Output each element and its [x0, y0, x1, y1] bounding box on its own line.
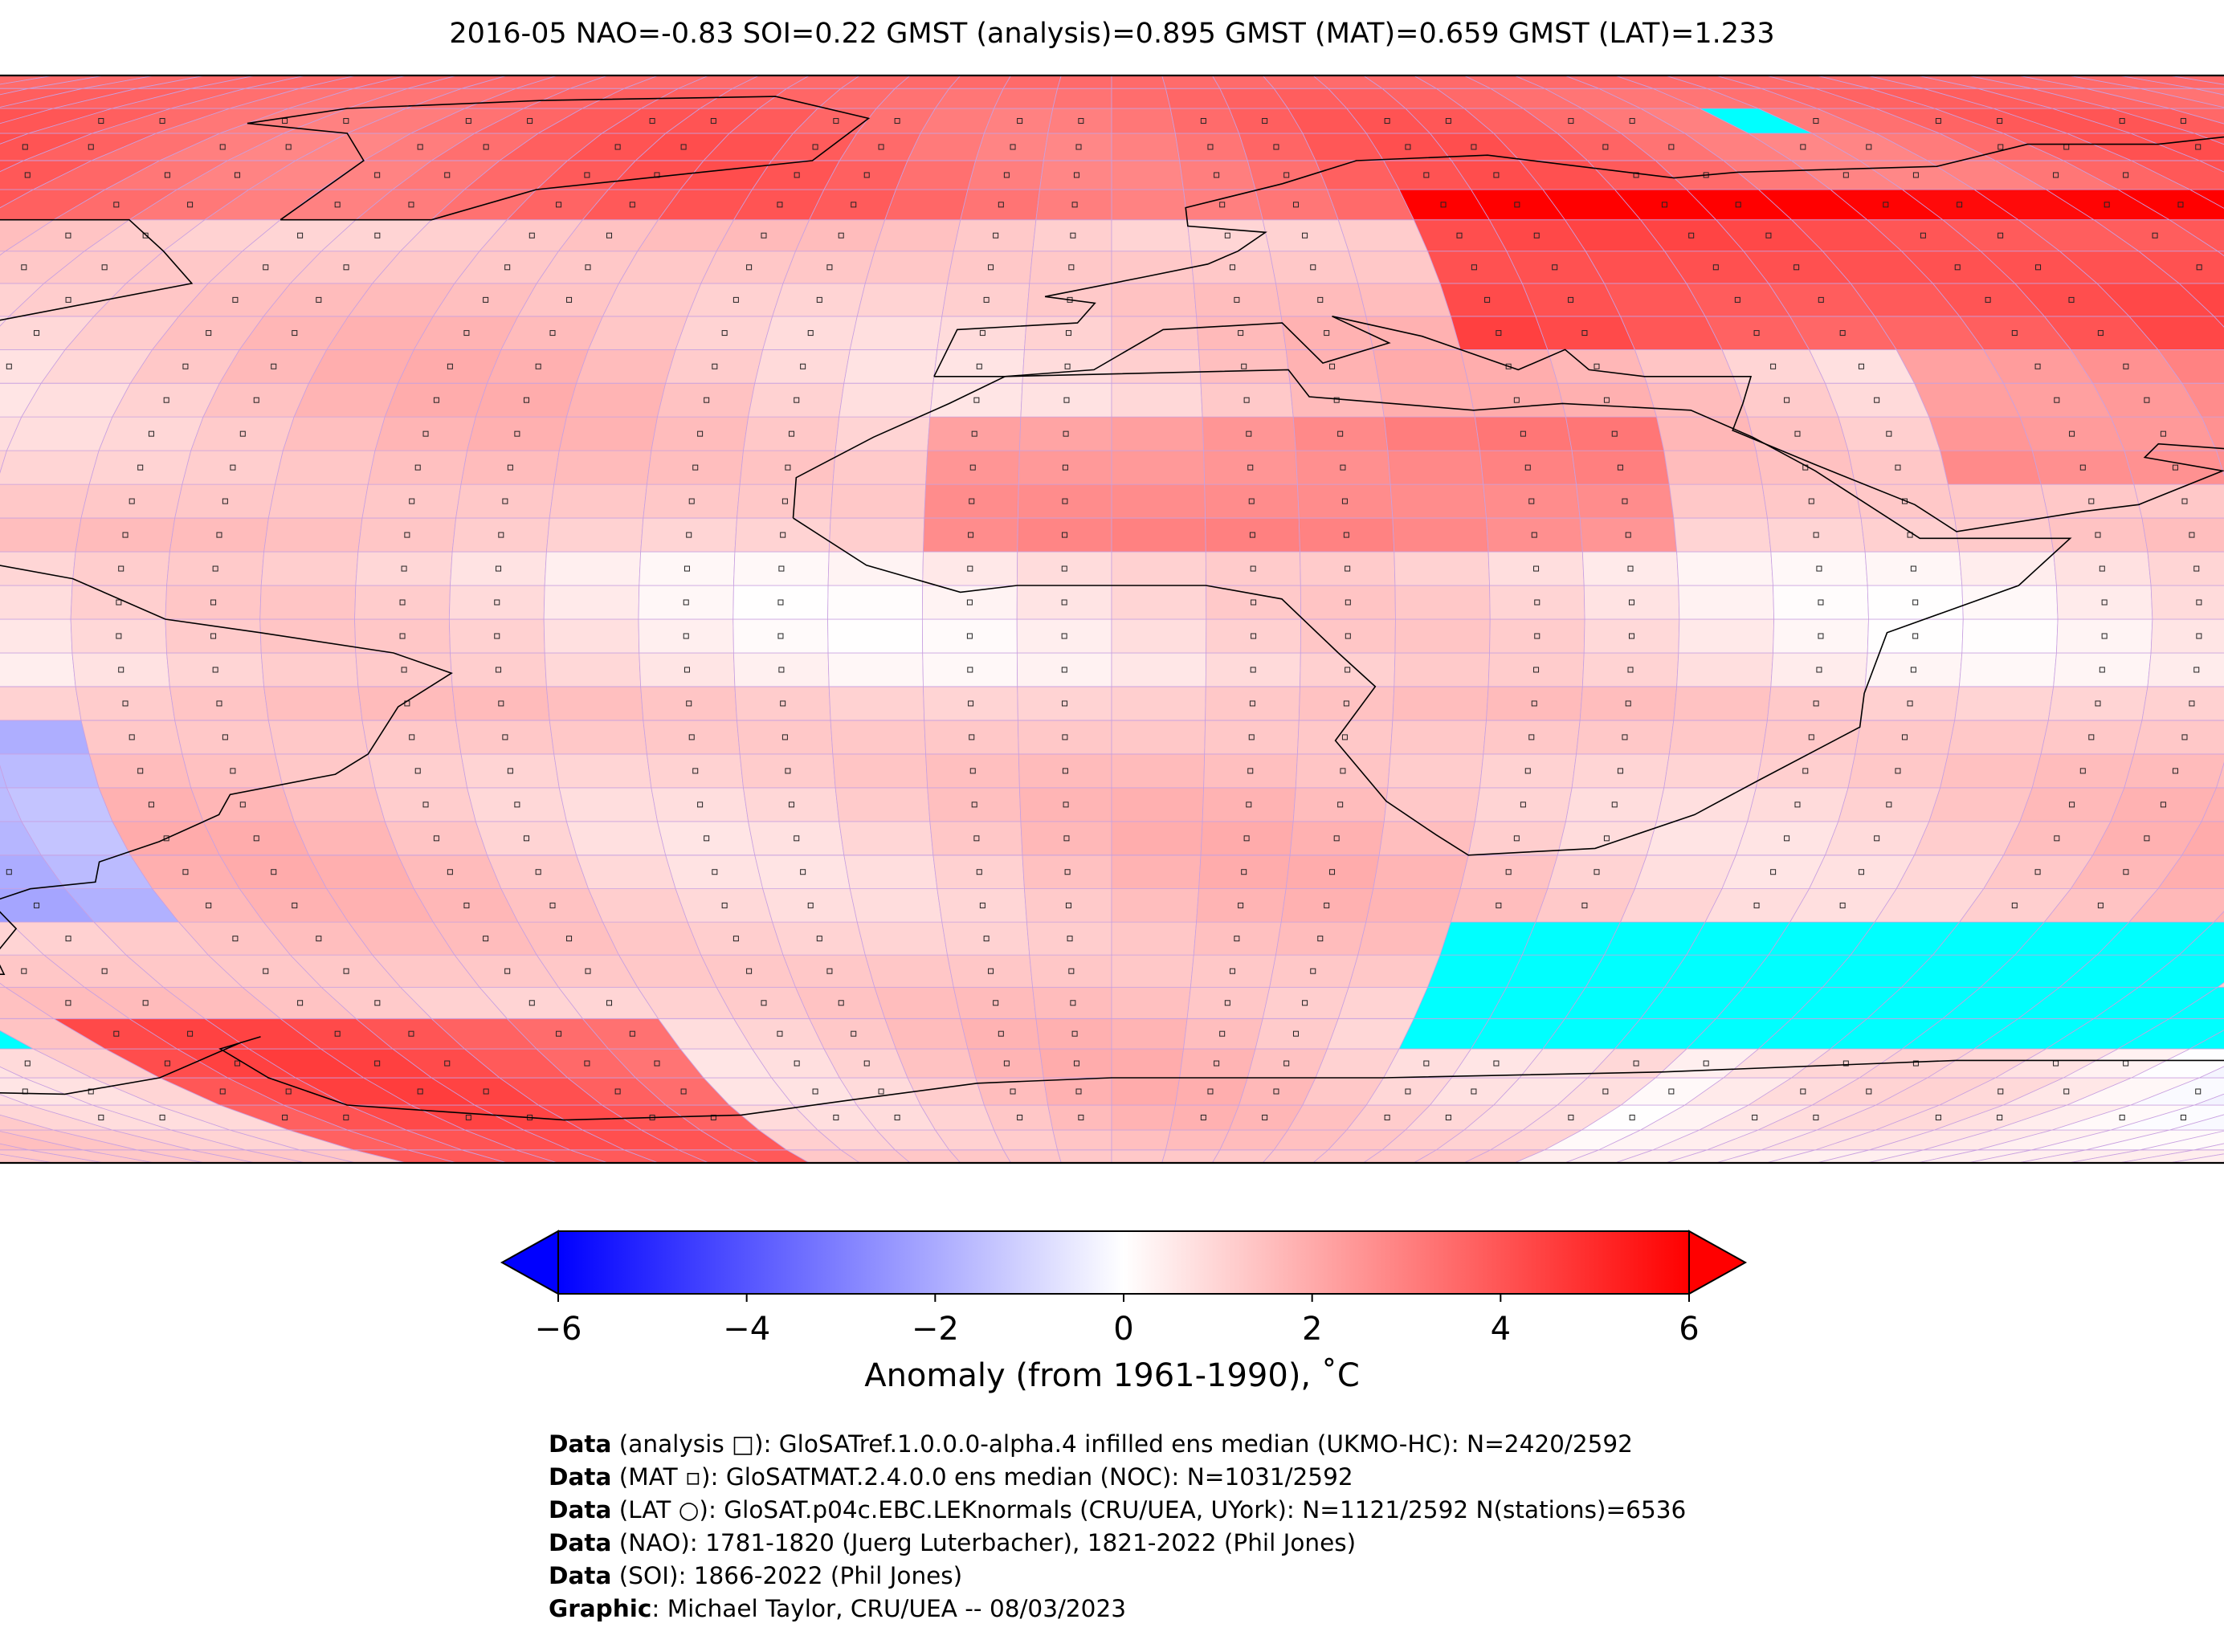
colorbar-tick-label: −4 — [723, 1311, 770, 1348]
grid-cell — [0, 1129, 84, 1151]
grid-cell — [2133, 483, 2224, 519]
grid-cell — [2147, 652, 2224, 687]
credit-line-nao: Data (NAO): 1781-1820 (Juerg Luterbacher… — [549, 1529, 1357, 1556]
credit-line-lat: Data (LAT ○): GloSAT.p04c.EBC.LEKnormals… — [549, 1496, 1687, 1524]
grid-cell — [2116, 1018, 2224, 1050]
grid-cell — [2140, 1129, 2224, 1151]
grid-cell — [2147, 551, 2224, 586]
colorbar-extend-high — [1688, 1230, 1748, 1295]
grid-cells-layer — [0, 75, 2224, 1163]
grid-cell — [0, 1149, 55, 1163]
grid-cell — [2168, 986, 2224, 1019]
grid-cell — [2216, 753, 2224, 789]
grid-cell — [0, 1048, 24, 1079]
colorbar-label: Anomaly (from 1961-1990), ˚C — [864, 1357, 1360, 1394]
colorbar-tick-label: 2 — [1302, 1311, 1322, 1348]
grid-cell — [0, 1104, 54, 1131]
grid-cell — [0, 1077, 29, 1106]
credit-line-graphic: Graphic: Michael Taylor, CRU/UEA -- 08/0… — [549, 1595, 1126, 1622]
grid-cell — [2181, 821, 2224, 856]
grid-cell — [2133, 720, 2224, 755]
grid-cell — [2178, 283, 2224, 317]
grid-cell — [2137, 954, 2224, 988]
grid-cell — [2157, 855, 2224, 890]
grid-cell — [2189, 1018, 2224, 1050]
credits-block: Data (analysis □): GloSATref.1.0.0.0-alp… — [549, 1428, 1686, 1625]
grid-cell — [2128, 888, 2224, 923]
colorbar-tick-label: 0 — [1113, 1311, 1133, 1348]
grid-cell — [2201, 416, 2224, 451]
grid-cell — [0, 1129, 29, 1151]
colorbar-tick-label: 4 — [1491, 1311, 1511, 1348]
grid-cell — [2181, 382, 2224, 418]
grid-cell — [2150, 585, 2224, 620]
grid-cell — [2141, 517, 2224, 553]
colorbar-tick-label: −2 — [912, 1311, 959, 1348]
grid-cell — [2169, 1149, 2224, 1163]
world-anomaly-map — [0, 74, 2224, 1165]
grid-cell — [2131, 1048, 2224, 1079]
colorbar-extend-low — [500, 1230, 559, 1295]
colorbar-tick-label: −6 — [535, 1311, 582, 1348]
grid-cell — [2130, 1077, 2224, 1106]
grid-cell — [2178, 921, 2224, 956]
grid-cell — [2086, 1129, 2224, 1151]
grid-cell — [2111, 1104, 2224, 1131]
grid-cell — [2216, 450, 2224, 485]
grid-cell — [2201, 787, 2224, 822]
grid-cell — [0, 1018, 34, 1050]
credit-line-soi: Data (SOI): 1866-2022 (Phil Jones) — [549, 1562, 963, 1589]
colorbar: −6 −4 −2 0 2 4 6 — [500, 1230, 1748, 1348]
credit-line-analysis: Data (analysis □): GloSATref.1.0.0.0-alp… — [549, 1430, 1633, 1458]
colorbar-gradient — [557, 1230, 1690, 1295]
grid-cell — [2141, 686, 2224, 721]
figure-title: 2016-05 NAO=-0.83 SOI=0.22 GMST (analysi… — [449, 18, 1775, 50]
grid-cell — [2124, 753, 2224, 789]
grid-cell — [2169, 1104, 2224, 1131]
grid-cell — [2157, 349, 2224, 384]
grid-cell — [2118, 1149, 2224, 1163]
colorbar-tick-label: 6 — [1679, 1311, 1699, 1348]
grid-cell — [2150, 618, 2224, 654]
credit-line-mat: Data (MAT ▫): GloSATMAT.2.4.0.0 ens medi… — [549, 1463, 1353, 1491]
